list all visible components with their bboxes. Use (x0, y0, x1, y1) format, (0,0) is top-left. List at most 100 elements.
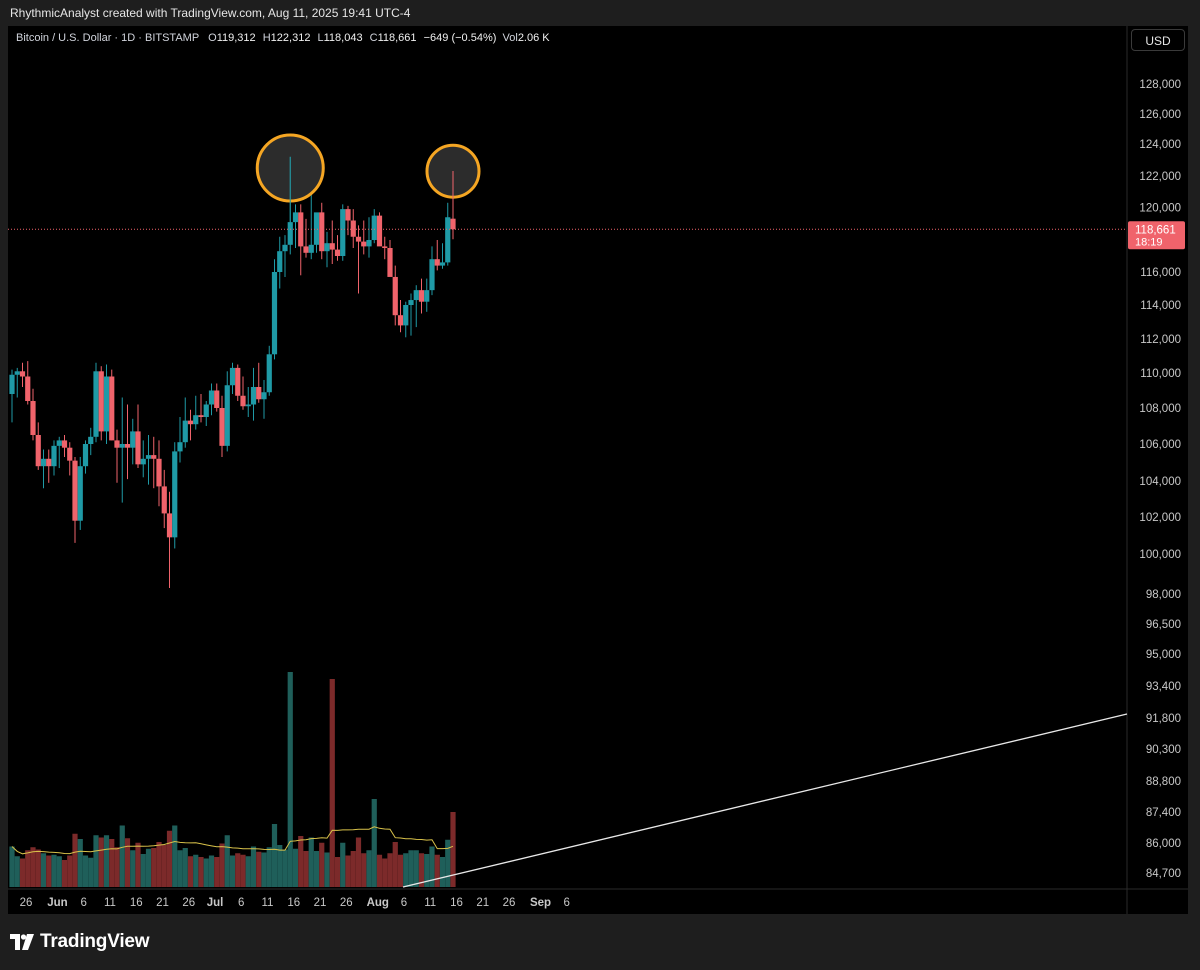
candle-body (298, 212, 304, 247)
candle-body (40, 458, 47, 467)
candle-body (93, 371, 99, 437)
candle-body (418, 290, 425, 302)
y-tick-label: 90,300 (1146, 744, 1181, 756)
last-price-tag (1128, 221, 1185, 250)
candle-body (261, 392, 267, 400)
y-tick-label: 120,000 (1139, 203, 1181, 215)
x-tick-label: 16 (450, 897, 463, 909)
candle-body (187, 420, 194, 425)
candle-body (429, 259, 435, 291)
volume-bar (119, 825, 125, 887)
volume-bar (172, 825, 178, 887)
candle-body (177, 442, 183, 452)
x-tick-label: 11 (262, 897, 274, 909)
volume-label: Vol (502, 32, 518, 44)
tradingview-logo[interactable]: TradingView (10, 930, 150, 954)
x-tick-label: Jul (207, 897, 224, 909)
volume-bar (103, 835, 110, 887)
trendline[interactable] (402, 713, 1128, 888)
volume-bar (424, 854, 430, 887)
candle-body (67, 447, 73, 461)
symbol-label[interactable]: Bitcoin / U.S. Dollar · 1D · BITSTAMP (16, 32, 199, 44)
volume-bar (434, 854, 440, 887)
y-tick-label: 122,000 (1139, 171, 1181, 183)
candle-body (277, 251, 283, 272)
change-value: −649 (−0.54%) (423, 32, 497, 44)
candle-body (366, 240, 372, 247)
candle-body (340, 209, 346, 256)
y-tick-label: 114,000 (1140, 300, 1181, 312)
volume-bar (25, 850, 31, 887)
y-tick-label: 98,000 (1146, 589, 1181, 601)
volume-bar (198, 857, 204, 887)
y-tick-label: 110,000 (1140, 368, 1181, 380)
candle-body (256, 387, 262, 400)
candle-body (72, 460, 78, 521)
volume-bar (371, 799, 377, 887)
volume-bar (19, 858, 26, 887)
x-tick-label: Sep (530, 897, 551, 909)
footer-bar (0, 914, 1200, 970)
volume-bar (35, 849, 41, 887)
candle-body (235, 367, 241, 396)
candle-body (203, 404, 209, 417)
volume-bar (166, 830, 173, 887)
brand-name: TradingView (40, 931, 150, 952)
candle-body (88, 436, 94, 444)
volume-bar (235, 853, 241, 887)
low-value: 118,043 (323, 32, 363, 44)
volume-bar (266, 847, 272, 887)
volume-bar (340, 842, 346, 887)
candle-body (282, 244, 288, 252)
candle-body (172, 451, 178, 538)
volume-bar (376, 854, 383, 887)
volume-bar (240, 854, 246, 887)
volume-bar (193, 854, 199, 887)
candle-body (345, 209, 351, 221)
candle-body (161, 486, 167, 514)
attribution-bar: RhythmicAnalyst created with TradingView… (0, 0, 1200, 26)
volume-bar (77, 839, 83, 887)
currency-button[interactable]: USD (1131, 29, 1185, 51)
y-tick-label: 100,000 (1139, 549, 1181, 561)
x-tick-label: 6 (564, 897, 570, 909)
volume-bar (208, 855, 215, 887)
candle-body (130, 431, 136, 448)
candle-body (250, 387, 257, 405)
volume-bar (345, 855, 351, 887)
volume-bar (361, 853, 367, 887)
volume-bar (298, 836, 304, 887)
candle-body (329, 243, 335, 250)
candle-body (408, 300, 414, 305)
volume-bar (250, 846, 257, 887)
candle-body (166, 513, 173, 538)
candle-body (51, 445, 57, 467)
volume-bar (98, 837, 104, 887)
volume-bar (403, 853, 409, 887)
volume-bar (145, 848, 152, 887)
candle-body (98, 371, 104, 432)
candle-body (413, 290, 419, 301)
x-tick-label: 16 (287, 897, 300, 909)
volume-value: 2.06 K (517, 32, 550, 44)
volume-bar (88, 857, 94, 887)
y-tick-label: 116,000 (1140, 267, 1181, 279)
candle-body (287, 222, 293, 245)
volume-bar (324, 852, 330, 887)
chart-frame[interactable] (8, 26, 1188, 914)
y-tick-label: 88,800 (1146, 776, 1181, 788)
volume-bar (418, 853, 425, 887)
close-label: C (369, 32, 378, 44)
candle-body (229, 367, 236, 386)
candle-body (355, 236, 362, 242)
candle-body (371, 215, 377, 240)
candle-body (9, 374, 15, 394)
y-tick-label: 96,500 (1146, 619, 1181, 631)
volume-bar (135, 842, 141, 887)
candle-body (387, 248, 393, 277)
volume-bar (429, 846, 435, 887)
candle-body (61, 440, 68, 448)
candle-body (77, 466, 83, 521)
volume-bar (14, 856, 20, 887)
